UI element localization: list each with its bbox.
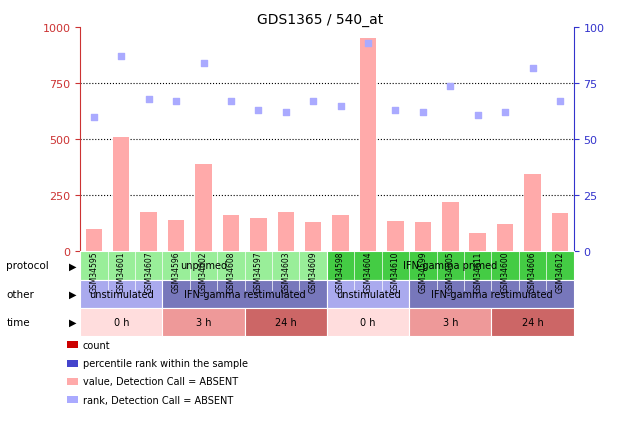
Bar [305,223,321,252]
Bar [86,229,102,252]
Point [253,108,263,115]
Text: IFN-gamma restimulated: IFN-gamma restimulated [184,289,306,299]
Bar [360,39,376,252]
Bar [168,220,185,252]
Point [171,99,181,105]
Text: GSM34598: GSM34598 [336,250,345,292]
Bar [140,213,157,252]
Text: unstimulated: unstimulated [336,289,401,299]
Text: GDS1365 / 540_at: GDS1365 / 540_at [258,13,383,27]
Text: time: time [6,317,30,327]
Text: GSM34601: GSM34601 [117,250,126,292]
Point [281,110,291,117]
Text: IFN-gamma primed: IFN-gamma primed [403,261,497,271]
Text: GSM34597: GSM34597 [254,250,263,292]
Point [226,99,236,105]
Bar [196,164,212,252]
Bar [524,174,541,252]
Text: GSM34600: GSM34600 [501,250,510,292]
Point [88,114,99,121]
Bar [113,138,129,252]
Point [500,110,510,117]
Text: GSM34608: GSM34608 [226,250,235,292]
Bar [442,203,458,252]
Text: GSM34609: GSM34609 [309,250,318,292]
Text: ▶: ▶ [69,289,77,299]
Text: 3 h: 3 h [442,317,458,327]
Text: GSM34606: GSM34606 [528,250,537,292]
Text: GSM34607: GSM34607 [144,250,153,292]
Point [199,60,209,67]
Text: other: other [6,289,34,299]
Point [363,40,373,47]
Point [528,65,538,72]
Text: unstimulated: unstimulated [89,289,154,299]
Point [418,110,428,117]
Text: 0 h: 0 h [360,317,376,327]
Text: GSM34599: GSM34599 [419,250,428,292]
Text: GSM34604: GSM34604 [363,250,372,292]
Text: percentile rank within the sample: percentile rank within the sample [83,358,247,368]
Point [390,108,401,115]
Text: GSM34603: GSM34603 [281,250,290,292]
Text: GSM34602: GSM34602 [199,250,208,292]
Text: 3 h: 3 h [196,317,212,327]
Bar [497,225,513,252]
Bar [278,213,294,252]
Point [116,54,126,61]
Text: 0 h: 0 h [113,317,129,327]
Point [472,112,483,119]
Point [555,99,565,105]
Text: unprimed: unprimed [180,261,227,271]
Text: protocol: protocol [6,261,49,271]
Bar [552,214,568,252]
Bar [222,216,239,252]
Text: 24 h: 24 h [522,317,544,327]
Text: IFN-gamma restimulated: IFN-gamma restimulated [431,289,553,299]
Text: ▶: ▶ [69,317,77,327]
Text: value, Detection Call = ABSENT: value, Detection Call = ABSENT [83,377,238,386]
Text: GSM34612: GSM34612 [556,250,565,292]
Text: GSM34596: GSM34596 [172,250,181,292]
Text: ▶: ▶ [69,261,77,271]
Text: GSM34595: GSM34595 [89,250,98,292]
Point [144,96,154,103]
Text: GSM34605: GSM34605 [445,250,455,292]
Bar [250,218,267,252]
Point [335,103,345,110]
Text: rank, Detection Call = ABSENT: rank, Detection Call = ABSENT [83,395,233,404]
Bar [469,234,486,252]
Bar [415,223,431,252]
Point [445,83,455,90]
Point [308,99,319,105]
Text: GSM34611: GSM34611 [473,250,482,292]
Text: 24 h: 24 h [275,317,297,327]
Text: GSM34610: GSM34610 [391,250,400,292]
Bar [387,221,404,252]
Bar [333,216,349,252]
Text: count: count [83,340,110,350]
